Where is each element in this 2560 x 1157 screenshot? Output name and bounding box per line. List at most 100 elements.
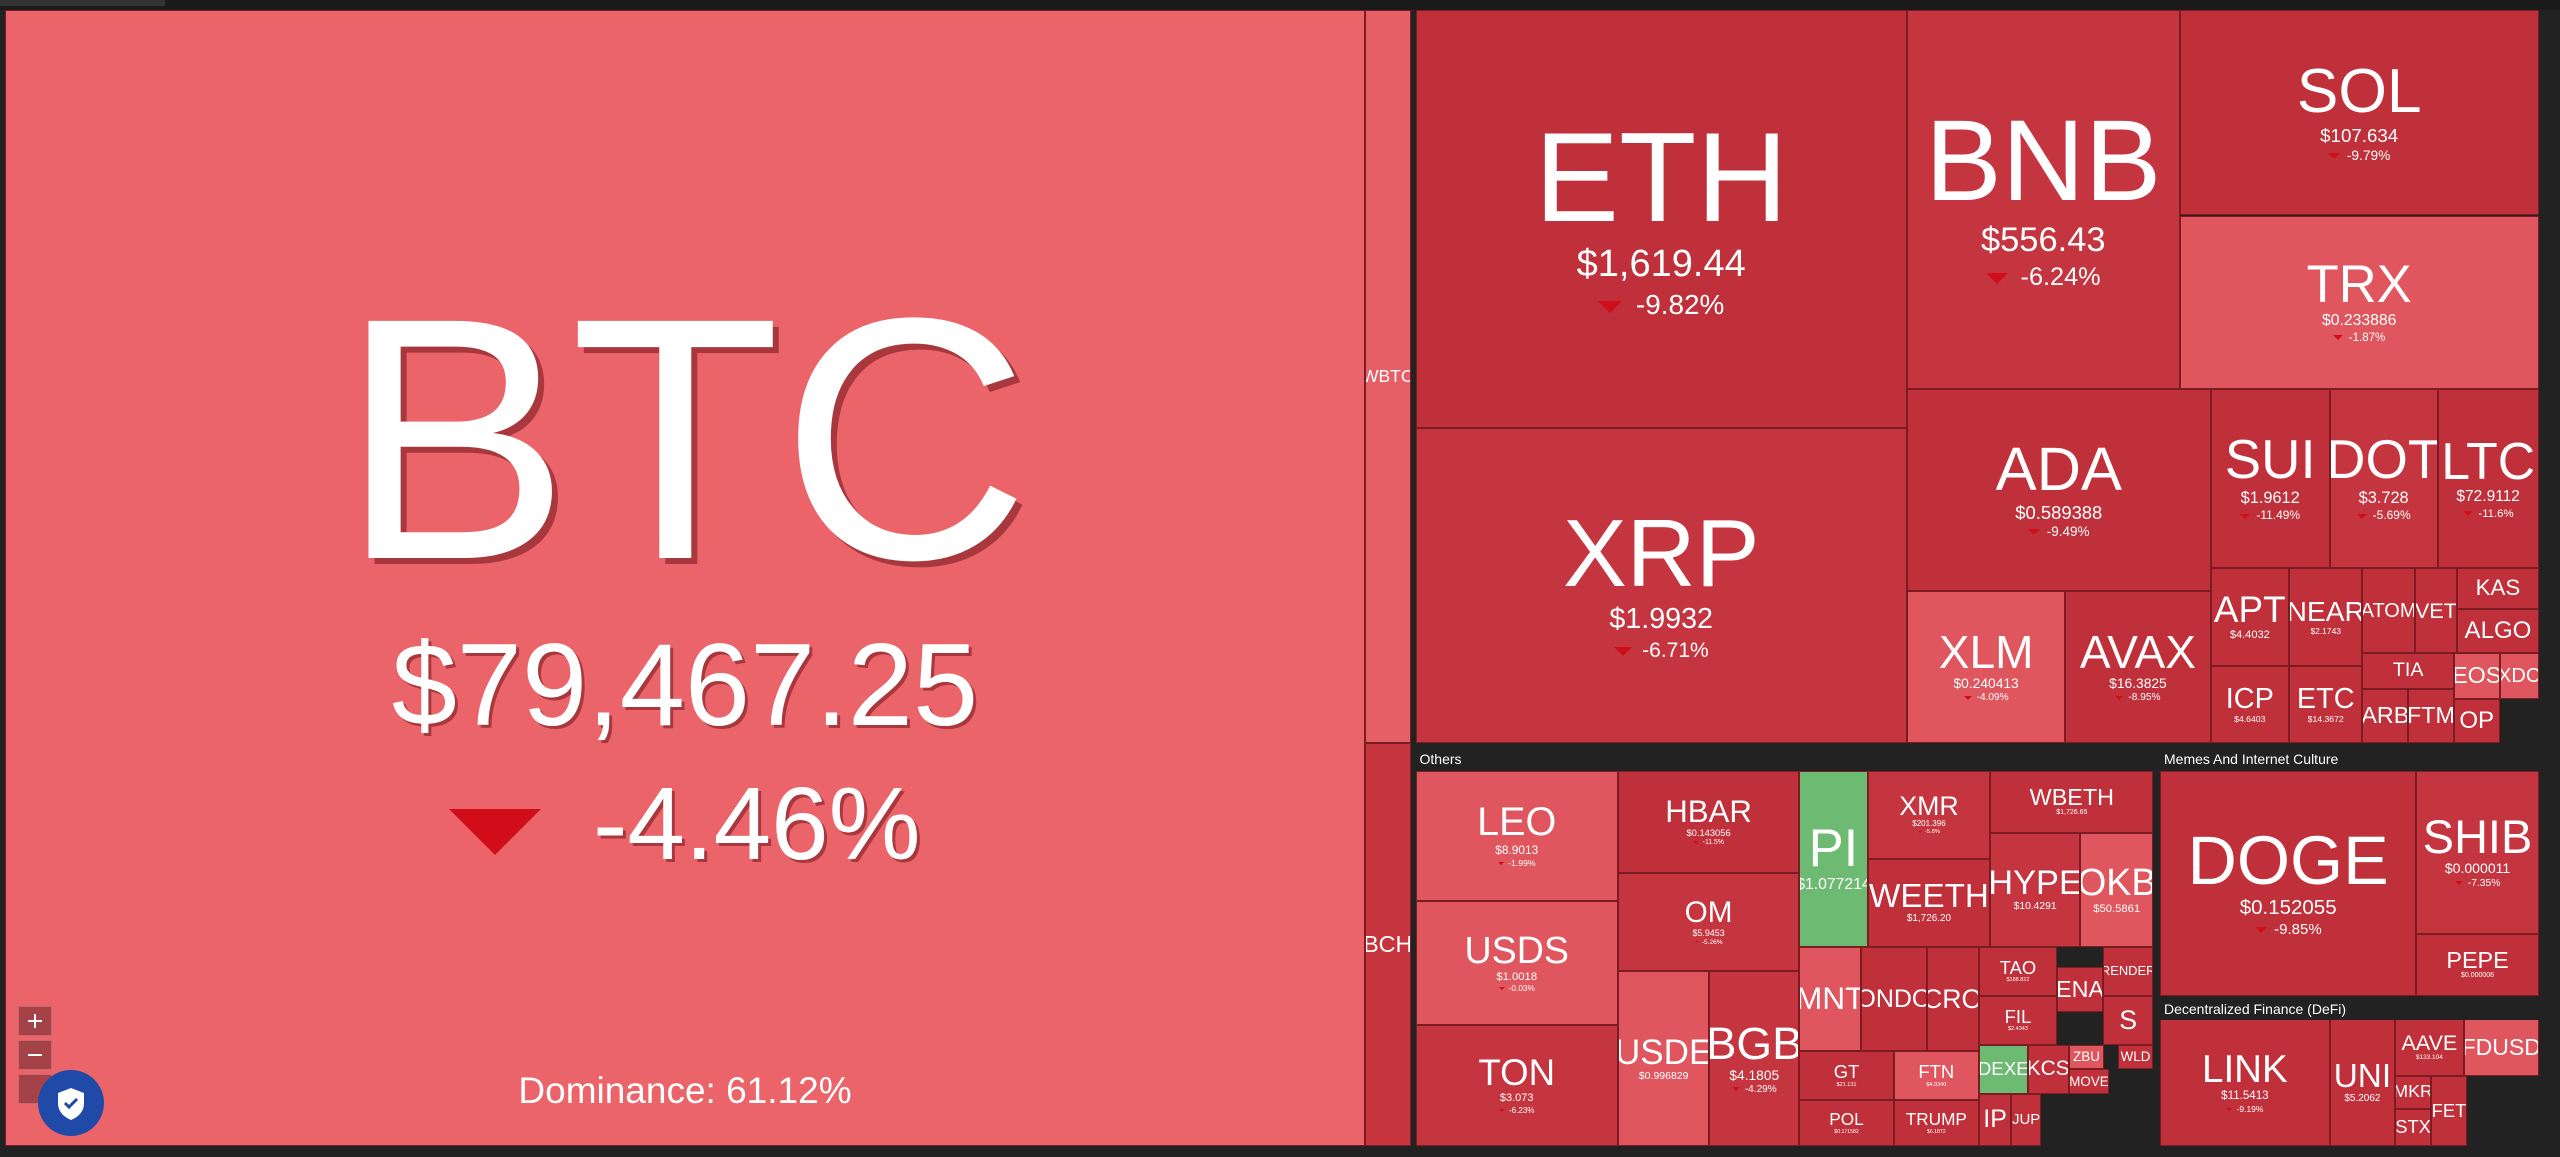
- tile[interactable]: LTC $72.9112 -11.6%: [2437, 388, 2539, 569]
- tile[interactable]: FET: [2431, 1075, 2467, 1147]
- tile[interactable]: HYPE $10.4291: [1990, 832, 2080, 947]
- tile[interactable]: LINK $11.5413 -9.19%: [2160, 1018, 2330, 1147]
- privacy-badge[interactable]: [38, 1070, 104, 1136]
- tile[interactable]: ALGO: [2457, 608, 2539, 654]
- tile[interactable]: MOVE: [2068, 1069, 2110, 1094]
- tile[interactable]: SUI $1.9612 -11.49%: [2210, 388, 2330, 569]
- tile[interactable]: DOT $3.728 -5.69%: [2329, 388, 2438, 569]
- tile[interactable]: TRX $0.233886 -1.87%: [2179, 215, 2539, 389]
- tile[interactable]: BCH: [1364, 742, 1411, 1147]
- tile[interactable]: FTN $4.0340: [1893, 1051, 1979, 1101]
- tile[interactable]: PI $1.077214: [1799, 770, 1868, 947]
- tile[interactable]: SOL $107.634 -9.79%: [2179, 9, 2539, 216]
- tile[interactable]: AAVE $133.104: [2395, 1018, 2464, 1076]
- tile-symbol: SOL: [2296, 57, 2422, 127]
- tile[interactable]: PEPE $0.000006: [2416, 933, 2539, 996]
- tile[interactable]: ENA: [2057, 966, 2103, 1013]
- tile[interactable]: WLD: [2117, 1044, 2154, 1070]
- tile[interactable]: ZBU: [2068, 1044, 2105, 1070]
- tile[interactable]: ETC $14.3672: [2288, 666, 2363, 743]
- tile-price: $6.1872: [1927, 1128, 1946, 1135]
- zoom-out-button[interactable]: [18, 1040, 52, 1070]
- tile-symbol: OKB: [2080, 860, 2154, 903]
- tile-symbol: MNT: [1799, 980, 1862, 1017]
- tile-price: $1,726.20: [1906, 913, 1952, 925]
- tile[interactable]: XLM $0.240413 -4.09%: [1906, 591, 2066, 743]
- tile-price: $0.000011: [2444, 860, 2511, 877]
- tile[interactable]: APT $4.4032: [2210, 568, 2289, 667]
- tile[interactable]: OP: [2453, 698, 2500, 743]
- tile[interactable]: RENDER: [2102, 946, 2154, 996]
- tile[interactable]: ATOM: [2362, 568, 2415, 654]
- tile[interactable]: WBETH $1,726.65: [1990, 770, 2154, 833]
- tile-change: -6.24%: [1985, 262, 2101, 294]
- tile[interactable]: DOGE $0.152055 -9.85%: [2160, 770, 2417, 996]
- tile[interactable]: OM $5.9453 -5.26%: [1617, 873, 1800, 972]
- side-toggle[interactable]: [2548, 540, 2560, 564]
- tile[interactable]: POL $0.171582: [1799, 1100, 1894, 1147]
- tile[interactable]: JUP: [2011, 1093, 2041, 1147]
- tile[interactable]: BTC $79,467.25 -4.46%: [4, 9, 1365, 1147]
- tile[interactable]: NEAR $2.1743: [2288, 568, 2363, 667]
- tile[interactable]: ADA $0.589388 -9.49%: [1906, 388, 2211, 591]
- tile[interactable]: ICP $4.6403: [2210, 666, 2289, 743]
- tile-symbol: XMR: [1899, 790, 1959, 821]
- tile[interactable]: FIL $2.4343: [1978, 995, 2058, 1045]
- tile[interactable]: TAO $188.822: [1978, 946, 2058, 996]
- tile[interactable]: WEETH $1,726.20: [1867, 858, 1991, 947]
- tile[interactable]: TON $3.073 -6.23%: [1415, 1025, 1618, 1147]
- tile[interactable]: FTM: [2408, 688, 2454, 743]
- tile[interactable]: IP: [1978, 1093, 2012, 1147]
- tile-symbol: IP: [1983, 1105, 2007, 1134]
- tile[interactable]: LEO $8.9013 -1.99%: [1415, 770, 1618, 902]
- tile[interactable]: S: [2102, 995, 2154, 1045]
- tile[interactable]: ARB: [2362, 688, 2409, 743]
- tile[interactable]: VET: [2414, 568, 2458, 654]
- tile-symbol: TRUMP: [1905, 1109, 1967, 1130]
- tile[interactable]: XMR $201.396 -5.8%: [1867, 770, 1991, 859]
- tile-symbol: EOS: [2453, 662, 2500, 689]
- change-text: -1.87%: [2348, 331, 2386, 344]
- tile-price: $0.240413: [1953, 675, 2019, 691]
- tile[interactable]: SHIB $0.000011 -7.35%: [2416, 770, 2539, 934]
- tile[interactable]: BGB $4.1805 -4.29%: [1709, 971, 1800, 1147]
- tab[interactable]: [0, 0, 165, 6]
- tile[interactable]: CRO: [1926, 946, 1979, 1052]
- tile[interactable]: BNB $556.43 -6.24%: [1906, 9, 2180, 389]
- tile[interactable]: GT $21.131: [1799, 1051, 1894, 1101]
- tile-symbol: WLD: [2120, 1049, 2151, 1065]
- zoom-in-button[interactable]: [18, 1006, 52, 1036]
- tile[interactable]: FDUSD: [2463, 1018, 2539, 1076]
- tile-symbol: RENDER: [2102, 962, 2154, 978]
- tile-price: $11.5413: [2221, 1090, 2269, 1103]
- tile[interactable]: DEXE: [1978, 1044, 2028, 1094]
- tile-price: $21.131: [1836, 1081, 1857, 1088]
- tile[interactable]: KAS: [2457, 568, 2539, 609]
- tile[interactable]: HBAR $0.143056 -11.5%: [1617, 770, 1800, 874]
- tile-symbol: APT: [2213, 588, 2286, 630]
- tile[interactable]: MKR: [2395, 1075, 2431, 1109]
- tile[interactable]: XRP $1.9932 -6.71%: [1415, 427, 1907, 743]
- tile[interactable]: OKB $50.5861: [2080, 832, 2154, 947]
- down-arrow: [2254, 926, 2267, 933]
- tile[interactable]: MNT: [1799, 946, 1862, 1052]
- tile[interactable]: TIA: [2362, 653, 2454, 689]
- tile[interactable]: XDC: [2499, 653, 2539, 699]
- tile-symbol: ARB: [2362, 702, 2409, 729]
- tile[interactable]: AVAX $16.3825 -8.95%: [2065, 591, 2211, 743]
- tile[interactable]: ETH $1,619.44 -9.82%: [1415, 9, 1907, 428]
- tile[interactable]: TRUMP $6.1872: [1893, 1100, 1979, 1147]
- tile[interactable]: USDS $1.0018 -0.03%: [1415, 901, 1618, 1026]
- tile-symbol: JUP: [2011, 1111, 2041, 1129]
- tile[interactable]: UNI $5.2062: [2329, 1018, 2396, 1147]
- tile-symbol: OP: [2459, 706, 2495, 734]
- tile[interactable]: KCS: [2027, 1044, 2069, 1094]
- tile[interactable]: WBTC: [1364, 9, 1411, 743]
- tile-price: $2.1743: [2310, 625, 2341, 636]
- tile[interactable]: USDE $0.996829: [1617, 971, 1710, 1147]
- tile[interactable]: ONDO: [1861, 946, 1927, 1052]
- tile[interactable]: STX: [2395, 1108, 2431, 1147]
- tile-change: -5.26%: [1694, 939, 1723, 947]
- tile[interactable]: EOS: [2453, 653, 2500, 699]
- down-arrow: [2115, 695, 2124, 700]
